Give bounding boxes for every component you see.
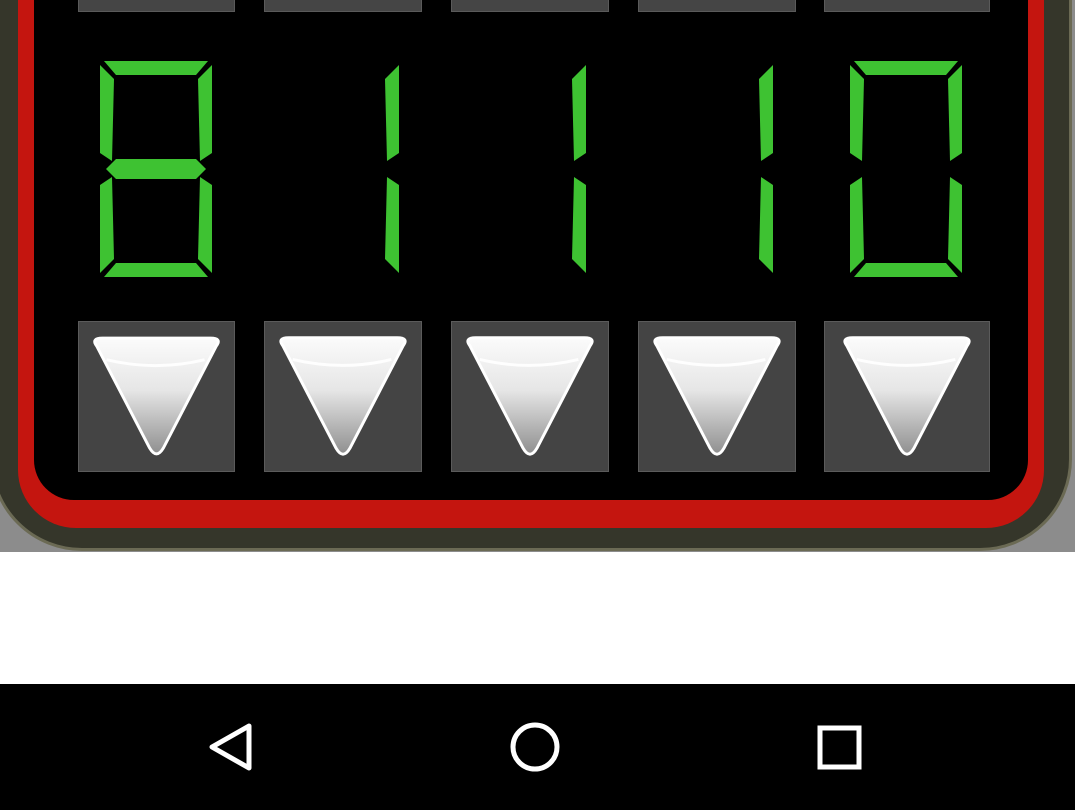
back-triangle-icon xyxy=(209,723,252,771)
digit: 8 xyxy=(88,55,224,283)
segment-b xyxy=(572,65,586,161)
segment-g xyxy=(106,159,206,179)
segment-e xyxy=(100,177,114,273)
triangle-down-icon xyxy=(653,336,781,456)
digit: 1 xyxy=(649,55,785,283)
up-button-stub[interactable] xyxy=(78,0,235,12)
segment-c xyxy=(198,177,212,273)
segment-b xyxy=(385,65,399,161)
up-button-stub[interactable] xyxy=(451,0,609,12)
digit-down-button[interactable] xyxy=(451,321,609,472)
digit-down-button[interactable] xyxy=(824,321,990,472)
recents-square-icon xyxy=(817,725,862,770)
segment-f xyxy=(100,65,114,161)
seven-segment-digit: 8 xyxy=(100,61,212,277)
recents-button[interactable] xyxy=(779,684,899,810)
system-navigation-bar xyxy=(0,684,1075,810)
triangle-down-icon xyxy=(93,336,220,456)
triangle-down-icon xyxy=(466,336,594,456)
segment-d xyxy=(854,263,958,277)
segment-a xyxy=(104,61,208,75)
segment-d xyxy=(104,263,208,277)
segment-c xyxy=(572,177,586,273)
up-button-stub[interactable] xyxy=(824,0,990,12)
triangle-down-icon xyxy=(279,336,407,456)
digit: 0 xyxy=(838,55,974,283)
segment-a xyxy=(854,61,958,75)
up-button-stub[interactable] xyxy=(264,0,422,12)
seven-segment-digit: 1 xyxy=(572,65,586,273)
segment-b xyxy=(198,65,212,161)
home-button[interactable] xyxy=(476,684,596,810)
digit-down-button[interactable] xyxy=(78,321,235,472)
back-button[interactable] xyxy=(172,684,292,810)
home-circle-icon xyxy=(510,722,560,772)
segment-e xyxy=(850,177,864,273)
segment-b xyxy=(948,65,962,161)
segment-c xyxy=(948,177,962,273)
segment-c xyxy=(385,177,399,273)
seven-segment-digit: 1 xyxy=(759,65,773,273)
segment-f xyxy=(850,65,864,161)
up-button-stub[interactable] xyxy=(638,0,796,12)
seven-segment-digit: 0 xyxy=(850,61,962,277)
seven-segment-digit: 1 xyxy=(385,65,399,273)
triangle-down-icon xyxy=(843,336,971,456)
segment-b xyxy=(759,65,773,161)
digit-down-button[interactable] xyxy=(264,321,422,472)
digit: 1 xyxy=(462,55,598,283)
digit: 1 xyxy=(275,55,411,283)
segment-c xyxy=(759,177,773,273)
digit-down-button[interactable] xyxy=(638,321,796,472)
